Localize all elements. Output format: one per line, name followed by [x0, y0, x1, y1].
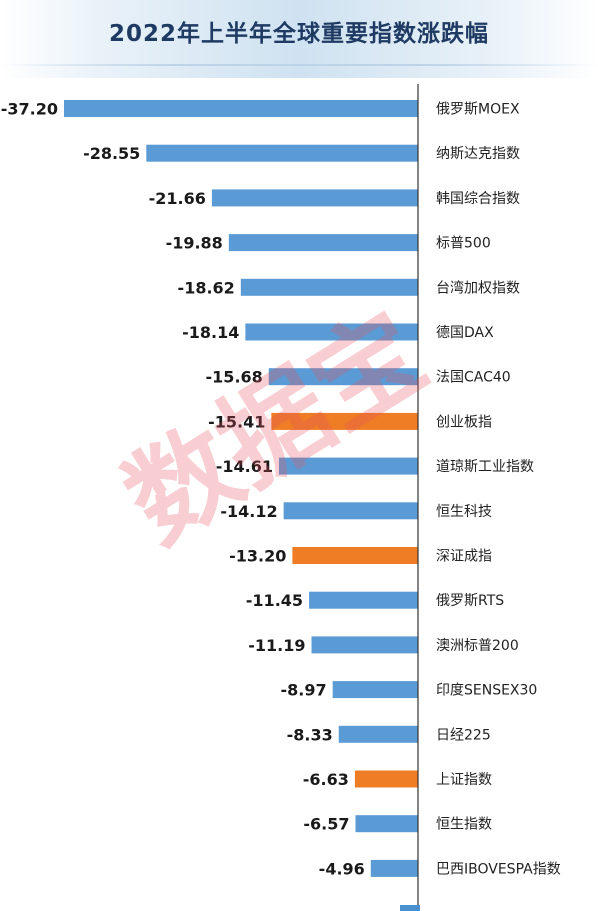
category-label: 标普500 — [436, 236, 491, 252]
bottom-strip — [400, 905, 420, 911]
value-label: -13.20 — [229, 547, 286, 566]
category-label: 纳斯达克指数 — [436, 146, 520, 162]
category-label: 澳洲标普200 — [436, 638, 519, 654]
bar — [228, 234, 418, 252]
value-label: -6.63 — [303, 770, 349, 789]
bar — [64, 100, 418, 117]
bar — [283, 502, 418, 520]
chart-title: 2022年上半年全球重要指数涨跌幅 — [108, 21, 489, 47]
value-label: -15.41 — [208, 412, 265, 431]
bar — [309, 591, 418, 609]
value-label: -18.62 — [178, 278, 235, 297]
title-band — [0, 0, 598, 78]
value-label: -14.61 — [216, 457, 273, 476]
category-label: 道琼斯工业指数 — [436, 459, 534, 475]
category-label: 上证指数 — [436, 772, 492, 788]
value-label: -14.12 — [220, 502, 277, 521]
value-label: -18.14 — [182, 323, 239, 342]
value-label: -8.97 — [281, 681, 327, 700]
category-label: 印度SENSEX30 — [436, 683, 537, 699]
bar — [332, 681, 418, 699]
bar — [240, 278, 418, 296]
category-label: 台湾加权指数 — [436, 279, 520, 296]
category-label: 法国CAC40 — [436, 370, 511, 386]
value-label: -37.20 — [1, 100, 58, 119]
value-label: -15.68 — [206, 368, 263, 387]
category-label: 俄罗斯RTS — [436, 593, 504, 609]
title-underline — [0, 64, 598, 66]
value-label: -6.57 — [303, 815, 349, 834]
category-label: 巴西IBOVESPA指数 — [436, 861, 561, 877]
category-label: 德国DAX — [436, 325, 494, 341]
value-label: -19.88 — [166, 234, 223, 253]
bar — [271, 412, 418, 430]
value-label: -4.96 — [319, 859, 365, 878]
value-label: -21.66 — [149, 189, 206, 208]
category-label: 创业板指 — [436, 414, 492, 430]
value-label: -11.45 — [246, 591, 303, 610]
bar — [370, 859, 418, 877]
category-label: 俄罗斯MOEX — [436, 102, 520, 118]
category-label: 日经225 — [436, 727, 491, 743]
category-label: 恒生科技 — [436, 504, 492, 520]
value-label: -28.55 — [83, 144, 140, 163]
bar — [338, 725, 418, 743]
bar — [278, 457, 418, 475]
bar — [268, 368, 418, 386]
bar — [146, 144, 418, 162]
value-label: -11.19 — [248, 636, 305, 655]
bar — [245, 323, 418, 341]
bar — [211, 189, 418, 207]
category-label: 深证成指 — [436, 549, 492, 565]
category-label: 韩国综合指数 — [436, 191, 520, 207]
category-label: 恒生指数 — [436, 817, 492, 833]
bar — [292, 547, 418, 564]
bar — [311, 636, 418, 654]
bar — [355, 815, 418, 833]
bar — [354, 770, 418, 788]
value-label: -8.33 — [287, 725, 333, 744]
